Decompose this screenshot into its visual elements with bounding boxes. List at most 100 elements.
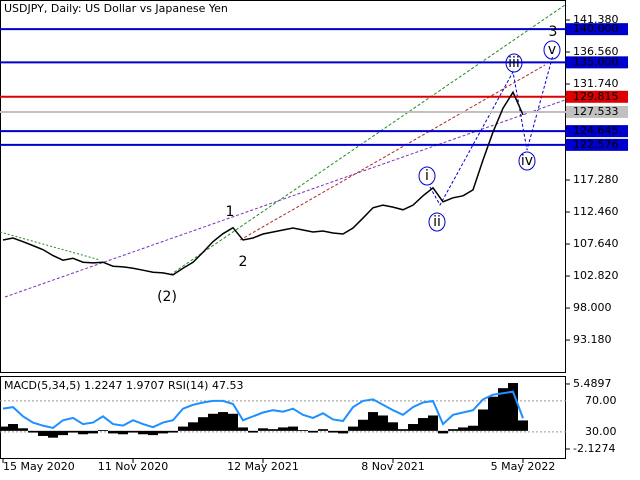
main-frame: [0, 0, 566, 373]
wave-label: 1: [226, 204, 235, 220]
level-label-box: [566, 138, 628, 151]
level-label-box: [566, 90, 628, 103]
level-label-box: [566, 125, 628, 138]
wave-circle: [518, 151, 536, 171]
trend-line: [4, 99, 566, 298]
macd-bar: [458, 427, 468, 431]
macd-bar: [448, 429, 458, 431]
macd-bar: [118, 430, 128, 435]
y2-tick-label: 70.00: [585, 394, 617, 407]
x-tick-label: 11 Nov 2020: [98, 460, 168, 473]
macd-bar: [38, 430, 48, 436]
macd-bar: [418, 418, 428, 431]
macd-bar: [78, 430, 88, 435]
y-tick-label: 131.740: [573, 77, 619, 90]
wave-label: v: [548, 42, 556, 58]
x-tick-label: 8 Nov 2021: [361, 460, 424, 473]
macd-bar: [398, 429, 408, 431]
macd-bar: [368, 412, 378, 431]
macd-bar: [238, 427, 248, 431]
macd-bar: [328, 430, 338, 433]
rsi-line: [2, 390, 524, 430]
trend-line: [0, 231, 101, 261]
macd-bar: [108, 430, 118, 434]
level-label: 124.645: [573, 124, 619, 137]
macd-bar: [378, 415, 388, 431]
y-tick-label: 5.4897: [573, 377, 612, 390]
macd-bar: [358, 419, 368, 431]
macd-bar: [178, 426, 188, 431]
level-label-box: [566, 105, 628, 118]
x-tick-label: 15 May 2020: [3, 460, 75, 473]
level-label: 129.815: [573, 90, 619, 103]
y-tick-label: 93.180: [573, 333, 612, 346]
level-label-box: [566, 23, 628, 36]
macd-bar: [388, 422, 398, 431]
y2-tick-label: 30.00: [585, 425, 617, 438]
macd-bar: [208, 413, 218, 431]
macd-bar: [198, 417, 208, 431]
y-tick-label: 98.000: [573, 301, 612, 314]
indicator-title: MACD(5,34,5) 1.2247 1.9707 RSI(14) 47.53: [4, 379, 243, 392]
y-tick-label: 136.560: [573, 45, 619, 58]
chart-title: USDJPY, Daily: US Dollar vs Japanese Yen: [4, 2, 228, 15]
wave-label: i: [425, 168, 429, 184]
macd-bar: [148, 430, 158, 436]
level-label: 135.000: [573, 55, 619, 68]
macd-bar: [498, 388, 508, 431]
macd-bar: [318, 429, 328, 431]
level-label: 127.533: [573, 105, 619, 118]
y-tick-label: 102.820: [573, 269, 619, 282]
wave-label: iii: [508, 55, 520, 71]
macd-bar: [338, 430, 348, 434]
y-tick-label: 141.380: [573, 13, 619, 26]
y-tick-label: -2.1274: [573, 442, 615, 455]
wave-label: (2): [157, 289, 177, 305]
macd-bar: [348, 426, 358, 431]
indicator-frame: [0, 376, 566, 459]
macd-bar: [0, 426, 8, 431]
macd-bar: [258, 428, 268, 431]
level-label-box: [566, 56, 628, 69]
macd-bar: [48, 430, 58, 438]
macd-bar: [138, 430, 148, 435]
wave-label: 3: [549, 24, 558, 40]
wave-label: iv: [521, 153, 533, 169]
wave-label: ii: [433, 214, 441, 230]
macd-bar: [298, 429, 308, 431]
macd-bar: [218, 412, 228, 431]
macd-bar: [478, 409, 488, 431]
macd-bar: [8, 424, 18, 431]
y-tick-label: 112.460: [573, 205, 619, 218]
macd-bar: [438, 430, 448, 434]
macd-bar: [68, 430, 78, 433]
macd-bar: [508, 383, 518, 431]
macd-bar: [408, 424, 418, 431]
macd-bar: [88, 430, 98, 434]
macd-bar: [278, 427, 288, 431]
macd-bar: [98, 429, 108, 431]
macd-bar: [158, 430, 168, 434]
price-line: [2, 90, 524, 276]
macd-bar: [128, 430, 138, 433]
macd-bar: [428, 415, 438, 431]
macd-bar: [188, 422, 198, 431]
macd-bar: [288, 426, 298, 431]
x-tick-label: 12 May 2021: [227, 460, 299, 473]
level-label: 122.576: [573, 138, 619, 151]
wave-circle: [543, 40, 561, 60]
level-label: 140.000: [573, 22, 619, 35]
wave-circle: [418, 166, 436, 186]
macd-bar: [248, 430, 258, 433]
y-tick-label: 117.280: [573, 173, 619, 186]
macd-bar: [228, 413, 238, 431]
trend-line: [239, 64, 546, 241]
macd-bar: [488, 396, 498, 431]
macd-bar: [168, 430, 178, 433]
y-tick-label: 107.640: [573, 237, 619, 250]
wave-circle: [505, 53, 523, 73]
macd-bar: [468, 425, 478, 431]
wave-circle: [428, 212, 446, 232]
